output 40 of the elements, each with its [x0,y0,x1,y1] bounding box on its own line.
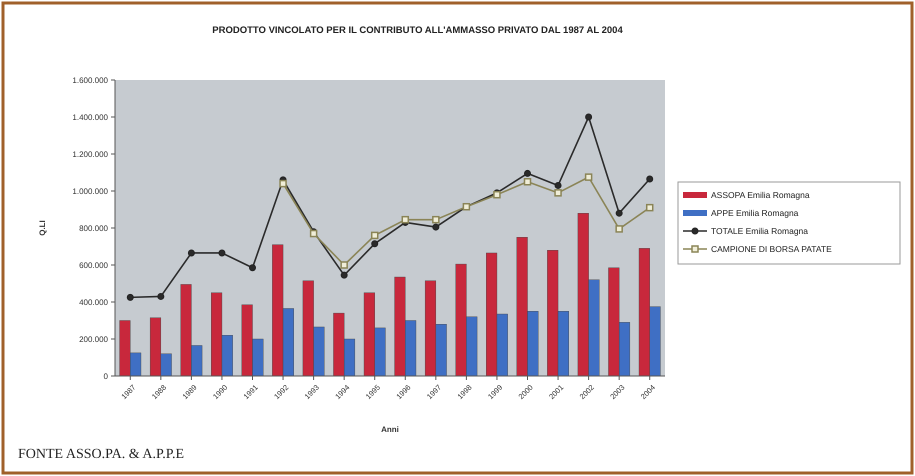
y-axis-title: Q.LI [38,220,47,236]
point [279,180,287,188]
point [524,170,531,177]
point [370,232,378,240]
y-tick-label: 1.600.000 [72,76,109,85]
point [249,264,256,272]
point [340,261,348,269]
source-note: FONTE ASSO.PA. & A.P.P.E [18,447,184,462]
legend-label: APPE Emilia Romagna [711,208,799,218]
point [371,240,378,248]
point [188,249,195,256]
point [432,224,440,231]
y-tick-label: 1.400.000 [72,112,109,122]
point [585,114,592,120]
y-tick-label: 200.000 [79,334,109,344]
y-tick-label: 800.000 [79,224,109,233]
point [646,204,654,212]
y-tick-label: 1.200.000 [72,150,109,159]
y-tick-label: 600.000 [79,260,109,270]
chart-title: PRODOTTO VINCOLATO PER IL CONTRIBUTO ALL'AMMASSO PRIVATO DAL 1987 AL 2004 [212,25,624,36]
x-axis-title: Anni [381,425,399,434]
point [218,249,226,256]
point [554,189,562,197]
legend-label: ASSOPA Emilia Romagna [711,190,810,200]
legend-label: TOTALE Emilia Romagna [711,226,808,236]
y-tick-label: 1.000.000 [72,186,109,196]
point [584,173,592,181]
point [524,178,532,186]
point [157,292,164,300]
y-tick-label: 400.000 [79,298,109,307]
point [554,182,562,189]
point [340,272,348,279]
point [615,225,623,233]
y-tick-label: 0 [104,372,109,381]
point [126,294,134,301]
point [402,216,410,224]
point [432,216,440,224]
point [646,175,654,182]
point [616,210,623,217]
legend-label: CAMPIONE DI BORSA PATATE [711,244,832,254]
